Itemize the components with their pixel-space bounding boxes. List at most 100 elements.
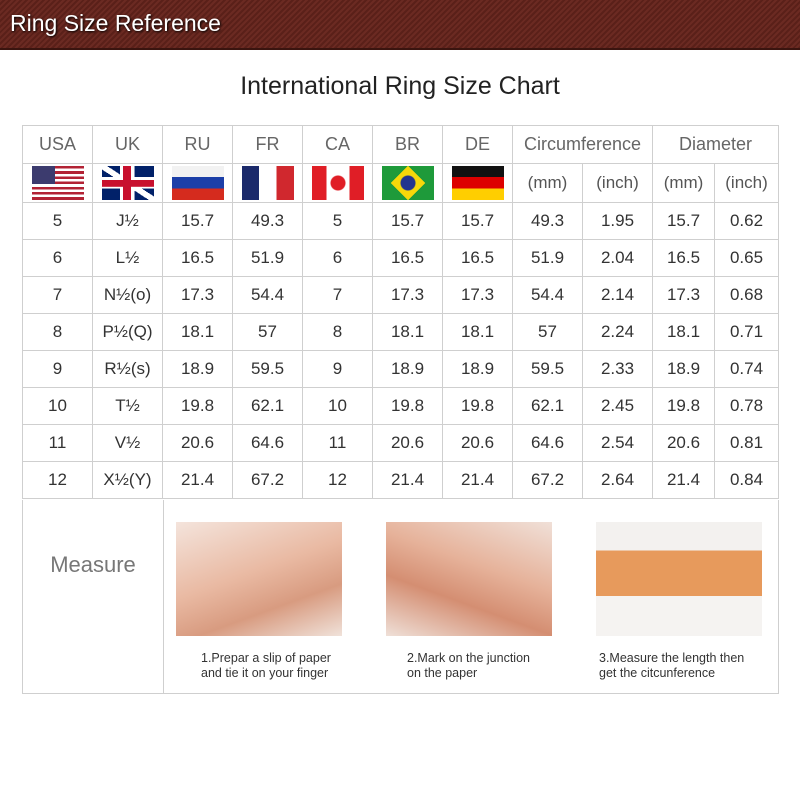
- table-cell: 10: [302, 387, 373, 425]
- table-cell: 21.4: [652, 461, 716, 499]
- table-cell: 11: [22, 424, 93, 462]
- table-cell: 18.9: [442, 350, 513, 388]
- table-cell: 54.4: [512, 276, 583, 314]
- table-cell: 18.1: [442, 313, 513, 351]
- table-cell: 16.5: [442, 239, 513, 277]
- russia-flag-icon: [171, 166, 224, 200]
- table-cell: 2.04: [581, 239, 654, 277]
- table-cell: 6: [302, 239, 373, 277]
- table-cell: J½: [92, 202, 163, 240]
- table-cell: 18.1: [372, 313, 443, 351]
- table-cell: 15.7: [442, 202, 513, 240]
- table-cell: 21.4: [372, 461, 443, 499]
- header-de: DE: [442, 125, 513, 164]
- table-cell: 67.2: [512, 461, 583, 499]
- flag-cell: [302, 163, 373, 203]
- table-cell: 12: [302, 461, 373, 499]
- table-cell: 10: [22, 387, 93, 425]
- header-uk: UK: [92, 125, 163, 164]
- table-cell: 49.3: [512, 202, 583, 240]
- table-cell: 21.4: [162, 461, 233, 499]
- table-cell: 0.62: [714, 202, 780, 240]
- table-cell: 2.54: [581, 424, 654, 462]
- table-cell: 0.71: [714, 313, 780, 351]
- us-flag-icon: [31, 166, 84, 200]
- ring-size-table: USA UK RU FR CA BR DE Circumference Diameter (mm…: [22, 125, 780, 499]
- table-cell: 17.3: [162, 276, 233, 314]
- flag-cell: [22, 163, 93, 203]
- table-cell: N½(o): [92, 276, 163, 314]
- header-ru: RU: [162, 125, 233, 164]
- table-cell: 1.95: [581, 202, 654, 240]
- step1-caption: 1.Prepar a slip of paper and tie it on yo…: [201, 651, 331, 680]
- flag-cell: [162, 163, 233, 203]
- table-cell: 8: [22, 313, 93, 351]
- table-cell: 67.2: [232, 461, 303, 499]
- table-cell: 2.14: [581, 276, 654, 314]
- table-cell: 8: [302, 313, 373, 351]
- unit-label: (mm): [512, 163, 583, 203]
- table-cell: 54.4: [232, 276, 303, 314]
- table-cell: 5: [302, 202, 373, 240]
- header-diameter: Diameter: [652, 125, 780, 164]
- header-br: BR: [372, 125, 443, 164]
- table-cell: 2.64: [581, 461, 654, 499]
- table-cell: X½(Y): [92, 461, 163, 499]
- chart-title: International Ring Size Chart: [240, 72, 560, 100]
- table-cell: 9: [22, 350, 93, 388]
- unit-label: (mm): [652, 163, 716, 203]
- header-fr: FR: [232, 125, 303, 164]
- banner: Ring Size Reference: [0, 0, 800, 50]
- uk-flag-icon: [101, 166, 154, 200]
- table-cell: P½(Q): [92, 313, 163, 351]
- table-cell: 19.8: [442, 387, 513, 425]
- table-row: 9 R½(s) 18.9 59.5 9 18.9 18.9 59.5 2.33 18.9 0.74: [22, 350, 780, 388]
- table-cell: 64.6: [232, 424, 303, 462]
- table-cell: 16.5: [162, 239, 233, 277]
- france-flag-icon: [241, 166, 294, 200]
- brazil-flag-icon: [381, 166, 434, 200]
- unit-label: (inch): [714, 163, 780, 203]
- table-cell: 18.9: [652, 350, 716, 388]
- table-cell: 57: [232, 313, 303, 351]
- header-circumference: Circumference: [511, 125, 654, 164]
- step2-photo: [386, 522, 552, 636]
- table-cell: 18.9: [162, 350, 233, 388]
- table-cell: 15.7: [162, 202, 233, 240]
- table-row: 12 X½(Y) 21.4 67.2 12 21.4 21.4 67.2 2.64 21.4 0.8…: [22, 461, 780, 499]
- table-cell: 0.74: [714, 350, 780, 388]
- table-cell: 9: [302, 350, 373, 388]
- table-row: 7 N½(o) 17.3 54.4 7 17.3 17.3 54.4 2.14 17.3 0.68: [22, 276, 780, 314]
- unit-label: (inch): [581, 163, 654, 203]
- table-cell: 7: [22, 276, 93, 314]
- table-cell: 6: [22, 239, 93, 277]
- table-cell: 62.1: [232, 387, 303, 425]
- table-cell: 19.8: [652, 387, 716, 425]
- table-cell: 57: [512, 313, 583, 351]
- table-cell: 64.6: [512, 424, 583, 462]
- table-cell: 19.8: [372, 387, 443, 425]
- step1-photo: [176, 522, 342, 636]
- table-cell: 0.84: [714, 461, 780, 499]
- canada-flag-icon: [311, 166, 364, 200]
- table-cell: 20.6: [372, 424, 443, 462]
- flag-cell: [232, 163, 303, 203]
- step2-caption: 2.Mark on the junction on the paper: [407, 651, 530, 680]
- table-cell: 11: [302, 424, 373, 462]
- table-cell: 20.6: [442, 424, 513, 462]
- table-cell: 59.5: [232, 350, 303, 388]
- germany-flag-icon: [451, 166, 504, 200]
- header-usa: USA: [22, 125, 93, 164]
- table-cell: 15.7: [372, 202, 443, 240]
- header-ca: CA: [302, 125, 373, 164]
- table-cell: 49.3: [232, 202, 303, 240]
- table-row: 8 P½(Q) 18.1 57 8 18.1 18.1 57 2.24 18.1 0.71: [22, 313, 780, 351]
- measure-section: Measure 1.Prepar a slip of paper and tie …: [22, 500, 779, 694]
- table-cell: 18.9: [372, 350, 443, 388]
- flag-cell: [92, 163, 163, 203]
- table-cell: 59.5: [512, 350, 583, 388]
- table-cell: 62.1: [512, 387, 583, 425]
- step3-caption: 3.Measure the length then get the citcunf…: [599, 651, 745, 680]
- table-row: 5 J½ 15.7 49.3 5 15.7 15.7 49.3 1.95 15.7 0.62: [22, 202, 780, 240]
- step3-photo: [596, 522, 762, 636]
